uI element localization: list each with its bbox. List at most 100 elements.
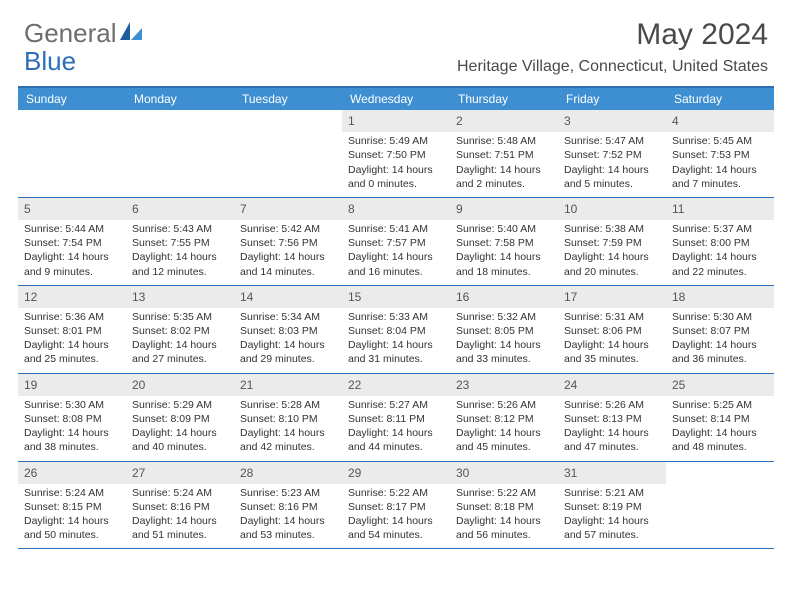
month-year: May 2024 bbox=[457, 18, 768, 52]
sunset-text: Sunset: 7:55 PM bbox=[126, 236, 234, 250]
dl1-text: Daylight: 14 hours bbox=[126, 338, 234, 352]
dl2-text: and 42 minutes. bbox=[234, 440, 342, 454]
sunrise-text: Sunrise: 5:41 AM bbox=[342, 222, 450, 236]
dl1-text: Daylight: 14 hours bbox=[450, 426, 558, 440]
dl1-text: Daylight: 14 hours bbox=[18, 250, 126, 264]
dl2-text: and 54 minutes. bbox=[342, 528, 450, 542]
brand-word2: Blue bbox=[24, 46, 76, 77]
header: General May 2024 Heritage Village, Conne… bbox=[0, 0, 792, 80]
dl1-text: Daylight: 14 hours bbox=[126, 250, 234, 264]
sunset-text: Sunset: 8:13 PM bbox=[558, 412, 666, 426]
day-number: 25 bbox=[666, 374, 774, 396]
day-number: 9 bbox=[450, 198, 558, 220]
sunset-text: Sunset: 8:16 PM bbox=[234, 500, 342, 514]
sunrise-text: Sunrise: 5:24 AM bbox=[18, 486, 126, 500]
sunrise-text: Sunrise: 5:37 AM bbox=[666, 222, 774, 236]
sunrise-text: Sunrise: 5:40 AM bbox=[450, 222, 558, 236]
day-cell bbox=[234, 110, 342, 197]
day-number: 8 bbox=[342, 198, 450, 220]
sunrise-text: Sunrise: 5:23 AM bbox=[234, 486, 342, 500]
dl2-text: and 40 minutes. bbox=[126, 440, 234, 454]
day-number: 30 bbox=[450, 462, 558, 484]
day-number: 20 bbox=[126, 374, 234, 396]
dl2-text: and 45 minutes. bbox=[450, 440, 558, 454]
dl1-text: Daylight: 14 hours bbox=[234, 514, 342, 528]
day-cell: 16Sunrise: 5:32 AMSunset: 8:05 PMDayligh… bbox=[450, 286, 558, 373]
sunrise-text: Sunrise: 5:22 AM bbox=[342, 486, 450, 500]
sunset-text: Sunset: 8:18 PM bbox=[450, 500, 558, 514]
sail-icon bbox=[120, 22, 142, 42]
day-number: 10 bbox=[558, 198, 666, 220]
dl2-text: and 18 minutes. bbox=[450, 265, 558, 279]
day-header: Tuesday bbox=[234, 88, 342, 110]
brand-logo: General bbox=[24, 18, 142, 49]
day-cell: 9Sunrise: 5:40 AMSunset: 7:58 PMDaylight… bbox=[450, 198, 558, 285]
dl2-text: and 0 minutes. bbox=[342, 177, 450, 191]
dl2-text: and 47 minutes. bbox=[558, 440, 666, 454]
sunrise-text: Sunrise: 5:22 AM bbox=[450, 486, 558, 500]
dl2-text: and 51 minutes. bbox=[126, 528, 234, 542]
day-cell: 28Sunrise: 5:23 AMSunset: 8:16 PMDayligh… bbox=[234, 462, 342, 549]
day-number: 21 bbox=[234, 374, 342, 396]
sunrise-text: Sunrise: 5:29 AM bbox=[126, 398, 234, 412]
sunset-text: Sunset: 7:53 PM bbox=[666, 148, 774, 162]
sunset-text: Sunset: 8:05 PM bbox=[450, 324, 558, 338]
sunrise-text: Sunrise: 5:38 AM bbox=[558, 222, 666, 236]
day-cell: 2Sunrise: 5:48 AMSunset: 7:51 PMDaylight… bbox=[450, 110, 558, 197]
dl1-text: Daylight: 14 hours bbox=[558, 163, 666, 177]
sunset-text: Sunset: 8:19 PM bbox=[558, 500, 666, 514]
day-number: 7 bbox=[234, 198, 342, 220]
day-number: 27 bbox=[126, 462, 234, 484]
dl2-text: and 25 minutes. bbox=[18, 352, 126, 366]
dl2-text: and 50 minutes. bbox=[18, 528, 126, 542]
day-number: 3 bbox=[558, 110, 666, 132]
day-number: 26 bbox=[18, 462, 126, 484]
sunset-text: Sunset: 7:57 PM bbox=[342, 236, 450, 250]
day-cell: 21Sunrise: 5:28 AMSunset: 8:10 PMDayligh… bbox=[234, 374, 342, 461]
day-number: 11 bbox=[666, 198, 774, 220]
dl2-text: and 7 minutes. bbox=[666, 177, 774, 191]
dl1-text: Daylight: 14 hours bbox=[666, 338, 774, 352]
day-number: 17 bbox=[558, 286, 666, 308]
week-row: 19Sunrise: 5:30 AMSunset: 8:08 PMDayligh… bbox=[18, 374, 774, 462]
day-cell: 10Sunrise: 5:38 AMSunset: 7:59 PMDayligh… bbox=[558, 198, 666, 285]
sunrise-text: Sunrise: 5:30 AM bbox=[18, 398, 126, 412]
dl1-text: Daylight: 14 hours bbox=[126, 426, 234, 440]
sunset-text: Sunset: 8:07 PM bbox=[666, 324, 774, 338]
dl1-text: Daylight: 14 hours bbox=[342, 250, 450, 264]
day-number: 1 bbox=[342, 110, 450, 132]
sunrise-text: Sunrise: 5:26 AM bbox=[558, 398, 666, 412]
dl2-text: and 31 minutes. bbox=[342, 352, 450, 366]
sunrise-text: Sunrise: 5:48 AM bbox=[450, 134, 558, 148]
day-number bbox=[666, 462, 774, 484]
day-cell: 29Sunrise: 5:22 AMSunset: 8:17 PMDayligh… bbox=[342, 462, 450, 549]
day-header: Saturday bbox=[666, 88, 774, 110]
dl2-text: and 20 minutes. bbox=[558, 265, 666, 279]
sunset-text: Sunset: 8:00 PM bbox=[666, 236, 774, 250]
sunset-text: Sunset: 8:01 PM bbox=[18, 324, 126, 338]
day-cell bbox=[126, 110, 234, 197]
sunset-text: Sunset: 8:11 PM bbox=[342, 412, 450, 426]
day-number bbox=[18, 110, 126, 132]
day-cell: 3Sunrise: 5:47 AMSunset: 7:52 PMDaylight… bbox=[558, 110, 666, 197]
day-number bbox=[234, 110, 342, 132]
day-cell bbox=[666, 462, 774, 549]
day-cell: 7Sunrise: 5:42 AMSunset: 7:56 PMDaylight… bbox=[234, 198, 342, 285]
weeks-container: 1Sunrise: 5:49 AMSunset: 7:50 PMDaylight… bbox=[18, 110, 774, 549]
day-number: 5 bbox=[18, 198, 126, 220]
day-cell: 12Sunrise: 5:36 AMSunset: 8:01 PMDayligh… bbox=[18, 286, 126, 373]
sunset-text: Sunset: 8:14 PM bbox=[666, 412, 774, 426]
day-number: 13 bbox=[126, 286, 234, 308]
dl2-text: and 36 minutes. bbox=[666, 352, 774, 366]
day-header: Sunday bbox=[18, 88, 126, 110]
sunset-text: Sunset: 8:17 PM bbox=[342, 500, 450, 514]
dl2-text: and 48 minutes. bbox=[666, 440, 774, 454]
day-number: 22 bbox=[342, 374, 450, 396]
sunset-text: Sunset: 8:16 PM bbox=[126, 500, 234, 514]
dl2-text: and 16 minutes. bbox=[342, 265, 450, 279]
dl2-text: and 35 minutes. bbox=[558, 352, 666, 366]
sunrise-text: Sunrise: 5:30 AM bbox=[666, 310, 774, 324]
dl1-text: Daylight: 14 hours bbox=[450, 338, 558, 352]
day-number: 16 bbox=[450, 286, 558, 308]
day-cell bbox=[18, 110, 126, 197]
